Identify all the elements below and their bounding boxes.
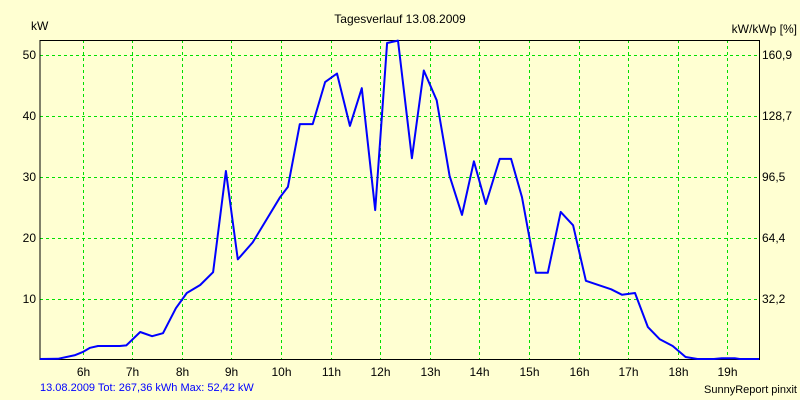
y-tick-label-right: 128,7 [762,108,793,123]
x-tick-label: 6h [76,365,91,379]
power-series-line [39,39,759,360]
y-tick-label-left: 10 [22,291,36,306]
y-tick-label-right: 160,9 [762,47,793,62]
x-tick-label: 19h [717,365,738,379]
y-tick-label-left: 20 [22,230,36,245]
x-tick-label: 18h [668,365,689,379]
y-tick-label-right: 64,4 [762,230,786,245]
y-tick-label-left: 30 [22,169,36,184]
axes-frame [39,40,760,360]
footer-summary: 13.08.2009 Tot: 267,36 kWh Max: 52,42 kW [40,382,254,394]
x-tick-label: 10h [271,365,292,379]
y-tick-label-left: 40 [22,108,36,123]
y-axis-label-left: kW [31,19,49,33]
x-tick-label: 15h [519,365,540,379]
x-tick-label: 8h [175,365,190,379]
x-tick-label: 12h [370,365,391,379]
footer-credit: SunnyReport pinxit [704,384,797,396]
y-tick-label-right: 96,5 [762,169,786,184]
x-tick-label: 17h [618,365,639,379]
x-tick-label: 9h [224,365,239,379]
x-tick-label: 13h [420,365,441,379]
x-tick-label: 16h [569,365,590,379]
chart-title: Tagesverlauf 13.08.2009 [334,12,466,26]
x-tick-label: 14h [469,365,490,379]
y-tick-label-left: 50 [22,47,36,62]
y-axis-label-right: kW/kWp [%] [731,22,797,36]
x-tick-label: 11h [321,365,342,379]
y-tick-label-right: 32,2 [762,291,786,306]
x-tick-label: 7h [125,365,140,379]
